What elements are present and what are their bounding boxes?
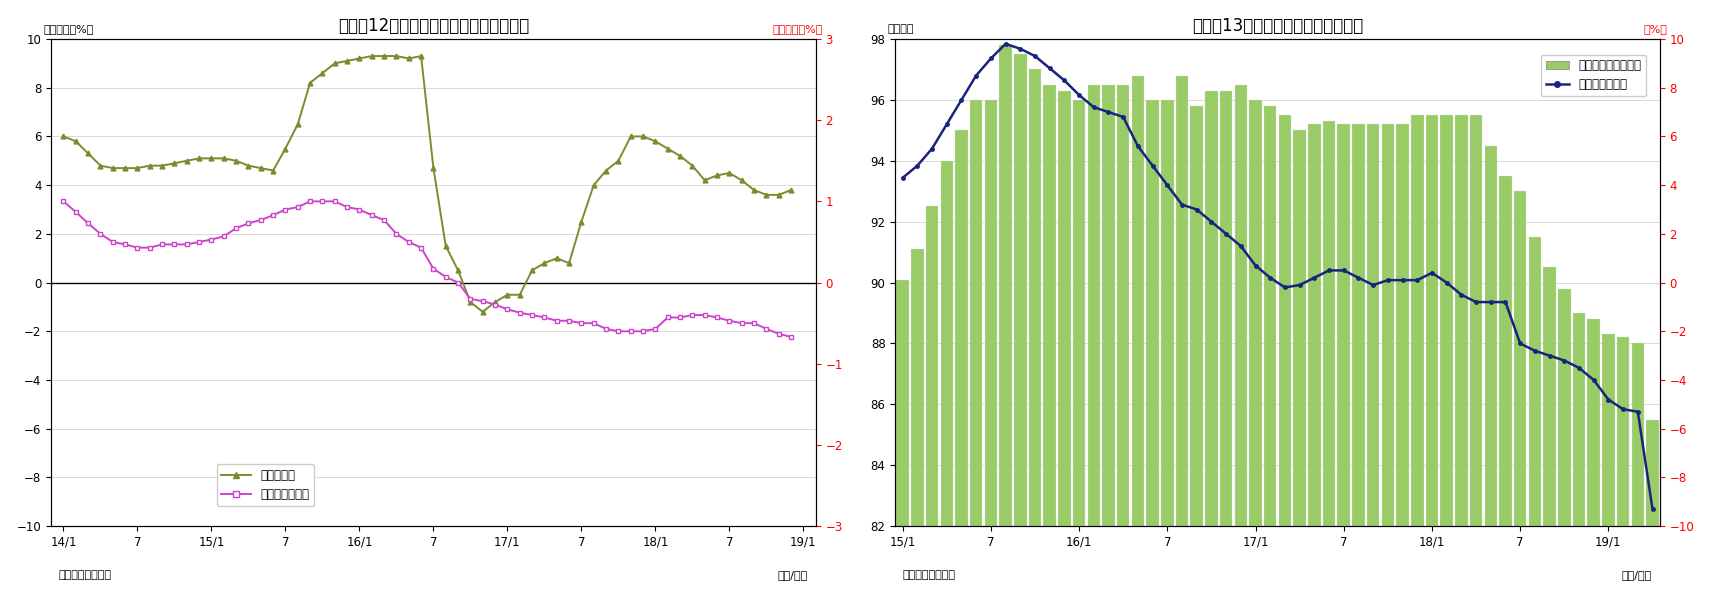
Bar: [1454, 115, 1468, 526]
Bar: [1396, 124, 1408, 526]
Bar: [1117, 85, 1129, 526]
Bar: [1412, 115, 1424, 526]
Bar: [1441, 115, 1453, 526]
Bar: [1057, 91, 1071, 526]
Bar: [984, 100, 998, 526]
Bar: [1249, 100, 1261, 526]
Bar: [1264, 106, 1276, 526]
Bar: [1470, 115, 1482, 526]
Bar: [941, 161, 953, 526]
Bar: [1572, 313, 1586, 526]
Bar: [970, 100, 982, 526]
Text: （前年比、%）: （前年比、%）: [43, 24, 94, 34]
Bar: [897, 280, 909, 526]
Bar: [910, 249, 924, 526]
Bar: [1559, 289, 1571, 526]
Bar: [1632, 343, 1644, 526]
Bar: [1235, 85, 1247, 526]
Bar: [1028, 69, 1042, 526]
Bar: [926, 207, 938, 526]
Bar: [1131, 75, 1145, 526]
Bar: [999, 45, 1011, 526]
Legend: 金銭の信託, 準通貨（右軸）: 金銭の信託, 準通貨（右軸）: [217, 465, 313, 505]
Bar: [1191, 106, 1203, 526]
Text: （資料）日本銀行: （資料）日本銀行: [903, 570, 956, 580]
Bar: [1499, 176, 1513, 526]
Text: （年/月）: （年/月）: [1622, 570, 1653, 580]
Text: （資料）日本銀行: （資料）日本銀行: [58, 570, 111, 580]
Bar: [1205, 91, 1218, 526]
Bar: [1102, 85, 1116, 526]
Bar: [1601, 334, 1615, 526]
Bar: [1088, 85, 1100, 526]
Bar: [1015, 54, 1027, 526]
Bar: [1528, 237, 1542, 526]
Bar: [1146, 100, 1158, 526]
Bar: [1309, 124, 1321, 526]
Bar: [1220, 91, 1232, 526]
Title: （図表12）金銭の信託・準通貨の伸び率: （図表12）金銭の信託・準通貨の伸び率: [337, 17, 529, 34]
Legend: 残高（元本ベース）, 前年比（右軸）: 残高（元本ベース）, 前年比（右軸）: [1542, 55, 1646, 96]
Bar: [1514, 191, 1526, 526]
Bar: [1323, 121, 1335, 526]
Bar: [1175, 75, 1187, 526]
Bar: [1425, 115, 1439, 526]
Bar: [1044, 85, 1056, 526]
Text: （年/月）: （年/月）: [779, 570, 808, 580]
Text: （兆円）: （兆円）: [888, 24, 914, 34]
Bar: [1617, 337, 1629, 526]
Bar: [1294, 130, 1305, 526]
Bar: [1162, 100, 1174, 526]
Bar: [955, 130, 968, 526]
Bar: [1381, 124, 1394, 526]
Bar: [1543, 267, 1555, 526]
Title: （図表13）投資信託の残高と伸び率: （図表13）投資信託の残高と伸び率: [1193, 17, 1364, 34]
Text: （前年比、%）: （前年比、%）: [773, 24, 823, 34]
Bar: [1278, 115, 1292, 526]
Bar: [1338, 124, 1350, 526]
Bar: [1352, 124, 1365, 526]
Bar: [1485, 146, 1497, 526]
Bar: [1646, 419, 1658, 526]
Text: （%）: （%）: [1644, 24, 1668, 34]
Bar: [1588, 319, 1600, 526]
Bar: [1367, 124, 1379, 526]
Bar: [1073, 100, 1085, 526]
